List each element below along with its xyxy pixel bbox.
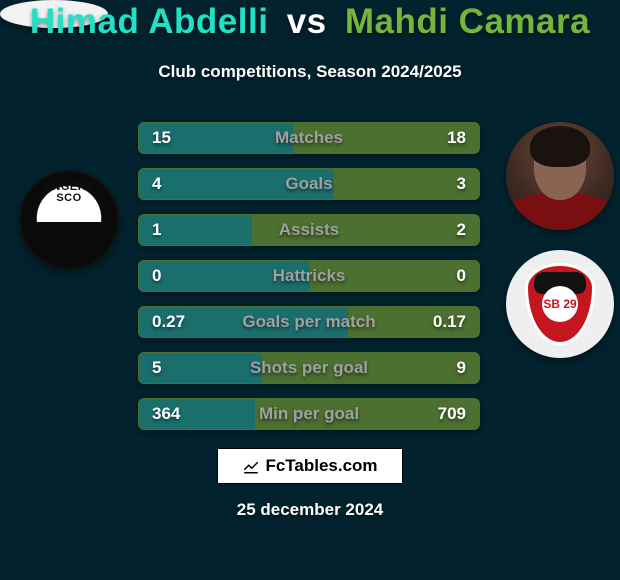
stat-value-right: 18 [426,128,466,148]
stat-value-right: 0 [426,266,466,286]
player1-club-logo [19,170,119,270]
stat-value-right: 9 [426,358,466,378]
stat-value-left: 15 [152,128,192,148]
stat-bar: 1Assists2 [138,214,480,246]
stat-bar: 364Min per goal709 [138,398,480,430]
stat-bar: 5Shots per goal9 [138,352,480,384]
stat-value-left: 1 [152,220,192,240]
comparison-infographic: Himad Abdelli vs Mahdi Camara Club compe… [0,0,620,580]
player2-avatar [506,122,614,230]
stat-value-left: 364 [152,404,192,424]
stat-value-right: 709 [426,404,466,424]
player2-club-logo: SB 29 [506,250,614,358]
stat-value-right: 3 [426,174,466,194]
vs-label: vs [287,2,327,41]
stat-value-right: 0.17 [426,312,466,332]
player2-name: Mahdi Camara [345,2,590,41]
branding-text: FcTables.com [265,456,377,476]
club-logo-text: SB 29 [542,286,578,322]
chart-icon [242,457,260,475]
stat-bar: 15Matches18 [138,122,480,154]
stat-bar: 4Goals3 [138,168,480,200]
branding-badge: FcTables.com [217,448,403,484]
stat-bar: 0.27Goals per match0.17 [138,306,480,338]
player1-name: Himad Abdelli [30,2,269,41]
stat-value-left: 5 [152,358,192,378]
stat-value-left: 4 [152,174,192,194]
stat-bar: 0Hattricks0 [138,260,480,292]
stat-value-left: 0.27 [152,312,192,332]
stat-bars: 15Matches18 4Goals3 1Assists2 0Hattricks0 0.… [138,122,480,444]
stat-value-right: 2 [426,220,466,240]
page-title: Himad Abdelli vs Mahdi Camara [0,2,620,42]
stat-value-left: 0 [152,266,192,286]
datestamp: 25 december 2024 [0,500,620,520]
subtitle: Club competitions, Season 2024/2025 [0,62,620,82]
